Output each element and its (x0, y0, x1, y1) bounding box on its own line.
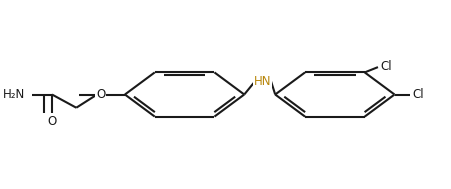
Text: HN: HN (253, 75, 270, 88)
Text: Cl: Cl (379, 60, 391, 73)
Text: O: O (47, 115, 56, 128)
Text: H₂N: H₂N (3, 88, 25, 101)
Text: O: O (96, 88, 105, 101)
Text: Cl: Cl (411, 88, 423, 101)
